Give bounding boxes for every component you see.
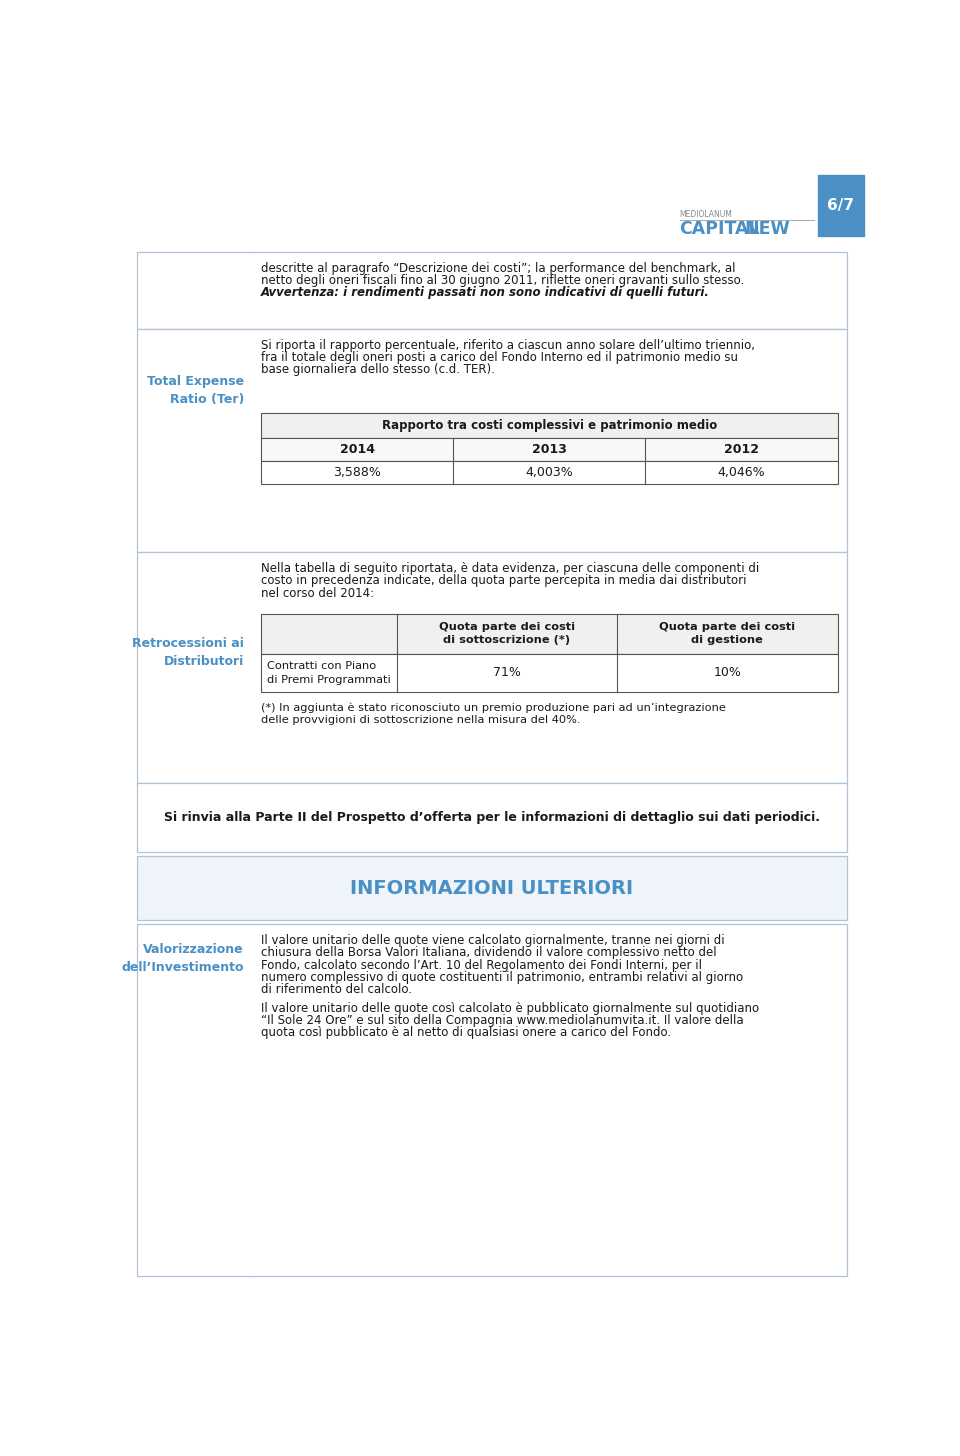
Text: Contratti con Piano
di Premi Programmati: Contratti con Piano di Premi Programmati [267, 661, 391, 684]
Text: 2014: 2014 [340, 443, 374, 456]
Text: 10%: 10% [713, 667, 741, 680]
Text: quota così pubblicato è al netto di qualsiasi onere a carico del Fondo.: quota così pubblicato è al netto di qual… [261, 1026, 671, 1040]
Bar [261, 613, 838, 654]
Text: Quota parte dei costi
di gestione: Quota parte dei costi di gestione [660, 622, 796, 645]
Text: Total Expense
Ratio (Ter): Total Expense Ratio (Ter) [147, 374, 244, 406]
Text: delle provvigioni di sottoscrizione nella misura del 40%.: delle provvigioni di sottoscrizione nell… [261, 715, 581, 725]
Text: (*) In aggiunta è stato riconosciuto un premio produzione pari ad un’integrazion: (*) In aggiunta è stato riconosciuto un … [261, 703, 726, 713]
Text: 2013: 2013 [532, 443, 566, 456]
Bar [137, 783, 847, 852]
Text: 2012: 2012 [724, 443, 759, 456]
Bar [261, 438, 838, 462]
Text: Il valore unitario delle quote viene calcolato giornalmente, tranne nei giorni d: Il valore unitario delle quote viene cal… [261, 933, 725, 946]
Text: Si rinvia alla Parte II del Prospetto d’offerta per le informazioni di dettaglio: Si rinvia alla Parte II del Prospetto d’… [164, 811, 820, 824]
Bar [137, 552, 847, 783]
Bar [818, 175, 864, 236]
Text: Fondo, calcolato secondo l’Art. 10 del Regolamento dei Fondi Interni, per il: Fondo, calcolato secondo l’Art. 10 del R… [261, 958, 702, 971]
Text: netto degli oneri fiscali fino al 30 giugno 2011, riflette oneri gravanti sullo : netto degli oneri fiscali fino al 30 giu… [261, 274, 744, 287]
Text: fra il totale degli oneri posti a carico del Fondo Interno ed il patrimonio medi: fra il totale degli oneri posti a carico… [261, 351, 738, 364]
Bar [137, 856, 847, 920]
Bar [261, 654, 838, 692]
Text: “Il Sole 24 Ore” e sul sito della Compagnia www.mediolanumvita.it. Il valore del: “Il Sole 24 Ore” e sul sito della Compag… [261, 1013, 744, 1026]
Text: descritte al paragrafo “Descrizione dei costi”; la performance del benchmark, al: descritte al paragrafo “Descrizione dei … [261, 262, 735, 275]
Bar [261, 414, 838, 438]
Text: NEW: NEW [745, 220, 790, 237]
Text: Avvertenza: i rendimenti passati non sono indicativi di quelli futuri.: Avvertenza: i rendimenti passati non son… [261, 287, 710, 300]
Text: costo in precedenza indicate, della quota parte percepita in media dai distribut: costo in precedenza indicate, della quot… [261, 574, 747, 587]
Bar [137, 252, 847, 329]
Text: Valorizzazione
dell’Investimento: Valorizzazione dell’Investimento [122, 943, 244, 974]
Text: 4,003%: 4,003% [525, 466, 573, 479]
Text: Si riporta il rapporto percentuale, riferito a ciascun anno solare dell’ultimo t: Si riporta il rapporto percentuale, rife… [261, 339, 756, 352]
Text: 71%: 71% [493, 667, 521, 680]
Text: Rapporto tra costi complessivi e patrimonio medio: Rapporto tra costi complessivi e patrimo… [382, 419, 717, 432]
Text: nel corso del 2014:: nel corso del 2014: [261, 587, 374, 600]
Text: 4,046%: 4,046% [718, 466, 765, 479]
Text: 3,588%: 3,588% [333, 466, 381, 479]
Text: chiusura della Borsa Valori Italiana, dividendo il valore complessivo netto del: chiusura della Borsa Valori Italiana, di… [261, 946, 717, 960]
Text: 6/7: 6/7 [828, 198, 854, 213]
Text: Nella tabella di seguito riportata, è data evidenza, per ciascuna delle componen: Nella tabella di seguito riportata, è da… [261, 562, 759, 575]
Bar [261, 462, 838, 485]
Text: Retrocessioni ai
Distributori: Retrocessioni ai Distributori [132, 636, 244, 668]
Text: Il valore unitario delle quote così calcolato è pubblicato giornalmente sul quot: Il valore unitario delle quote così calc… [261, 1002, 759, 1015]
Text: INFORMAZIONI ULTERIORI: INFORMAZIONI ULTERIORI [350, 878, 634, 898]
Text: Quota parte dei costi
di sottoscrizione (*): Quota parte dei costi di sottoscrizione … [439, 622, 575, 645]
Bar [137, 925, 847, 1275]
Text: di riferimento del calcolo.: di riferimento del calcolo. [261, 983, 412, 996]
Bar [137, 329, 847, 552]
Text: base giornaliera dello stesso (c.d. TER).: base giornaliera dello stesso (c.d. TER)… [261, 364, 495, 376]
Text: MEDIOLANUM: MEDIOLANUM [680, 210, 732, 220]
Text: numero complessivo di quote costituenti il patrimonio, entrambi relativi al gior: numero complessivo di quote costituenti … [261, 971, 743, 984]
Text: CAPITAL: CAPITAL [680, 220, 760, 237]
